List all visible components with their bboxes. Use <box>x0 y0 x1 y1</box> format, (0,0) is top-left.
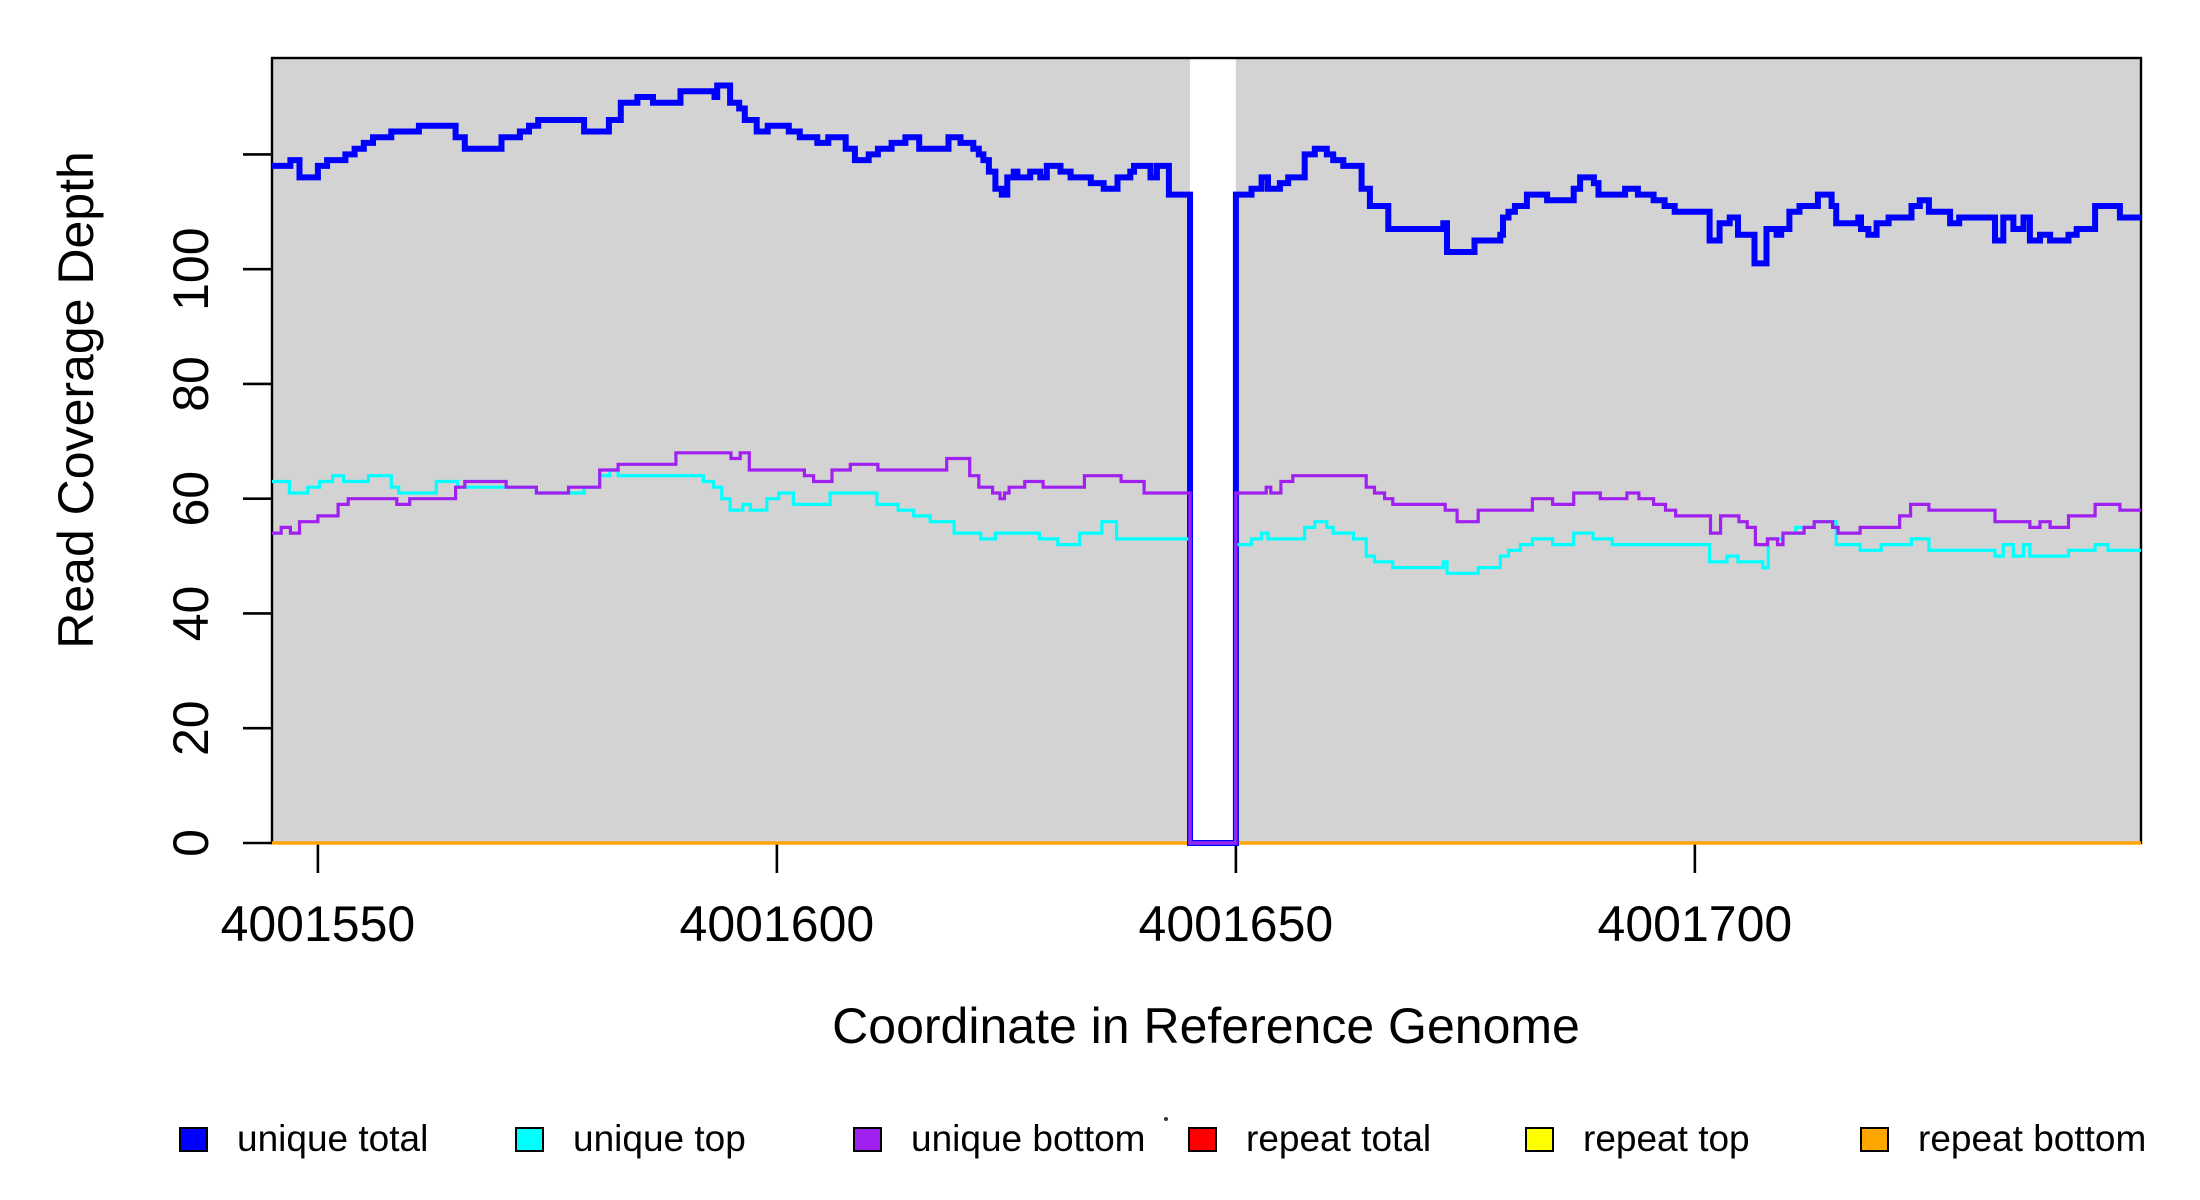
x-tick-label: 4001600 <box>680 896 875 952</box>
legend-label: repeat total <box>1246 1118 1432 1159</box>
x-tick-label: 4001700 <box>1598 896 1793 952</box>
stray-dot <box>1164 1117 1168 1121</box>
legend-label: unique bottom <box>911 1118 1146 1159</box>
plot-panel <box>270 56 2143 845</box>
legend-swatch-unique-bottom <box>853 1126 882 1152</box>
y-tick-label: 80 <box>163 356 219 412</box>
legend-item-repeat-top: repeat top <box>1525 1118 1750 1160</box>
x-tick-label: 4001650 <box>1139 896 1334 952</box>
no-data-gap-band <box>1189 59 1236 842</box>
legend: unique total unique top unique bottom repea… <box>0 0 2200 1159</box>
y-tick-label: 0 <box>163 829 219 857</box>
y-tick-label: 100 <box>163 227 219 310</box>
y-tick-label: 20 <box>163 700 219 756</box>
legend-label: unique top <box>573 1118 746 1159</box>
legend-swatch-unique-top <box>515 1126 544 1152</box>
legend-label: repeat top <box>1583 1118 1750 1159</box>
legend-item-unique-bottom: unique bottom <box>853 1118 1146 1160</box>
x-axis-title: Coordinate in Reference Genome <box>832 998 1580 1054</box>
legend-item-repeat-bottom: repeat bottom <box>1860 1118 2146 1160</box>
legend-swatch-repeat-total <box>1188 1126 1217 1152</box>
legend-swatch-unique-total <box>179 1126 208 1152</box>
legend-swatch-repeat-top <box>1525 1126 1554 1152</box>
legend-label: unique total <box>237 1118 429 1159</box>
legend-item-unique-total: unique total <box>179 1118 428 1160</box>
legend-item-repeat-total: repeat total <box>1188 1118 1431 1160</box>
y-tick-label: 40 <box>163 586 219 642</box>
axis-ticks: 0 20 40 60 80 100 4001550 4001600 4001650 4001700 <box>163 153 1793 952</box>
series-lines <box>272 82 2141 846</box>
legend-swatch-repeat-bottom <box>1860 1126 1889 1152</box>
y-axis-title: Read Coverage Depth <box>48 151 104 649</box>
series-line-unique-bottom <box>272 451 2141 845</box>
legend-label: repeat bottom <box>1918 1118 2147 1159</box>
y-tick-label: 60 <box>163 471 219 527</box>
x-tick-label: 4001550 <box>221 896 416 952</box>
legend-item-unique-top: unique top <box>515 1118 746 1160</box>
